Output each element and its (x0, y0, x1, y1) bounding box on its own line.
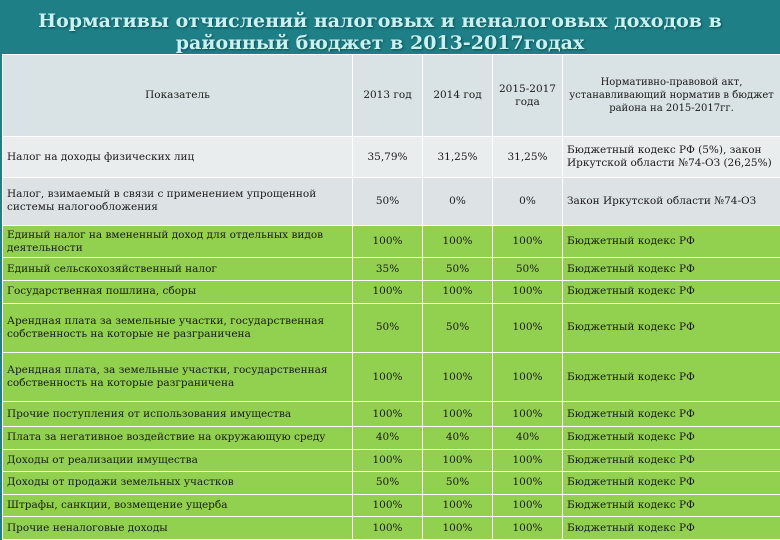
row-law: Бюджетный кодекс РФ (562, 448, 780, 473)
row-2015-2017: 40% (492, 425, 563, 450)
row-2015-2017: 100% (492, 401, 563, 427)
row-name: Арендная плата за земельные участки, гос… (2, 302, 353, 353)
row-law: Бюджетный кодекс РФ (562, 302, 780, 353)
row-2014: 100% (422, 280, 493, 304)
row-2013: 100% (352, 401, 423, 427)
header-law: Нормативно-правовой акт, устанавливающий… (562, 53, 780, 138)
row-law: Бюджетный кодекс РФ (562, 401, 780, 427)
row-law: Бюджетный кодекс РФ (5%), закон Иркутско… (562, 136, 780, 179)
row-2015-2017: 100% (492, 516, 563, 540)
row-2013: 100% (352, 493, 423, 518)
table-row: Налог на доходы физических лиц 35,79% 31… (2, 136, 780, 179)
row-law: Бюджетный кодекс РФ (562, 224, 780, 259)
row-2013: 50% (352, 302, 423, 353)
row-2013: 100% (352, 224, 423, 259)
row-name: Плата за негативное воздействие на окруж… (2, 425, 353, 450)
table-row: Единый сельскохозяйственный налог 35% 50… (2, 257, 780, 282)
row-name: Доходы от продажи земельных участков (2, 471, 353, 495)
row-name: Доходы от реализации имущества (2, 448, 353, 473)
header-2013: 2013 год (352, 53, 423, 138)
row-2014: 50% (422, 302, 493, 353)
table-row: Налог, взимаемый в связи с применением у… (2, 177, 780, 226)
table-row: Штрафы, санкции, возмещение ущерба 100% … (2, 493, 780, 518)
table-row: Прочие поступления от использования имущ… (2, 401, 780, 427)
row-2014: 100% (422, 224, 493, 259)
row-law: Бюджетный кодекс РФ (562, 516, 780, 540)
table-row: Государственная пошлина, сборы 100% 100%… (2, 280, 780, 304)
row-2014: 100% (422, 401, 493, 427)
row-name: Единый налог на вмененный доход для отде… (2, 224, 353, 259)
row-2013: 50% (352, 471, 423, 495)
header-indicator: Показатель (2, 53, 353, 138)
table-row: Плата за негативное воздействие на окруж… (2, 425, 780, 450)
table-row: Прочие неналоговые доходы 100% 100% 100%… (2, 516, 780, 540)
header-2014: 2014 год (422, 53, 493, 138)
row-2013: 100% (352, 516, 423, 540)
row-name: Государственная пошлина, сборы (2, 280, 353, 304)
row-2013: 40% (352, 425, 423, 450)
row-law: Бюджетный кодекс РФ (562, 257, 780, 282)
row-2015-2017: 31,25% (492, 136, 563, 179)
row-2015-2017: 0% (492, 177, 563, 226)
row-2013: 100% (352, 351, 423, 403)
row-name: Налог на доходы физических лиц (2, 136, 353, 179)
row-2015-2017: 100% (492, 448, 563, 473)
row-name: Прочие поступления от использования имущ… (2, 401, 353, 427)
row-name: Штрафы, санкции, возмещение ущерба (2, 493, 353, 518)
normatives-table: Показатель 2013 год 2014 год 2015-2017 г… (2, 53, 780, 540)
row-law: Бюджетный кодекс РФ (562, 471, 780, 495)
row-2014: 50% (422, 257, 493, 282)
row-2014: 100% (422, 351, 493, 403)
row-2015-2017: 100% (492, 224, 563, 259)
row-2013: 50% (352, 177, 423, 226)
header-2015-2017: 2015-2017 года (492, 53, 563, 138)
row-2014: 40% (422, 425, 493, 450)
row-2015-2017: 100% (492, 493, 563, 518)
row-2013: 35,79% (352, 136, 423, 179)
row-name: Налог, взимаемый в связи с применением у… (2, 177, 353, 226)
table-row: Единый налог на вмененный доход для отде… (2, 224, 780, 259)
row-law: Бюджетный кодекс РФ (562, 351, 780, 403)
row-2014: 31,25% (422, 136, 493, 179)
row-name: Арендная плата, за земельные участки, го… (2, 351, 353, 403)
row-2013: 100% (352, 280, 423, 304)
row-2015-2017: 100% (492, 351, 563, 403)
row-name: Единый сельскохозяйственный налог (2, 257, 353, 282)
row-2014: 0% (422, 177, 493, 226)
row-2015-2017: 50% (492, 257, 563, 282)
table-header-row: Показатель 2013 год 2014 год 2015-2017 г… (2, 53, 780, 138)
row-2014: 100% (422, 516, 493, 540)
row-2015-2017: 100% (492, 280, 563, 304)
row-2014: 100% (422, 448, 493, 473)
row-2015-2017: 100% (492, 471, 563, 495)
row-law: Бюджетный кодекс РФ (562, 493, 780, 518)
table-row: Арендная плата, за земельные участки, го… (2, 351, 780, 403)
page-title: Нормативы отчислений налоговых и неналог… (38, 10, 722, 54)
row-name: Прочие неналоговые доходы (2, 516, 353, 540)
row-2014: 50% (422, 471, 493, 495)
row-law: Бюджетный кодекс РФ (562, 425, 780, 450)
row-law: Бюджетный кодекс РФ (562, 280, 780, 304)
row-law: Закон Иркутской области №74-ОЗ (562, 177, 780, 226)
table-row: Доходы от реализации имущества 100% 100%… (2, 448, 780, 473)
row-2014: 100% (422, 493, 493, 518)
table-row: Арендная плата за земельные участки, гос… (2, 302, 780, 353)
row-2013: 35% (352, 257, 423, 282)
row-2013: 100% (352, 448, 423, 473)
table-row: Доходы от продажи земельных участков 50%… (2, 471, 780, 495)
row-2015-2017: 100% (492, 302, 563, 353)
